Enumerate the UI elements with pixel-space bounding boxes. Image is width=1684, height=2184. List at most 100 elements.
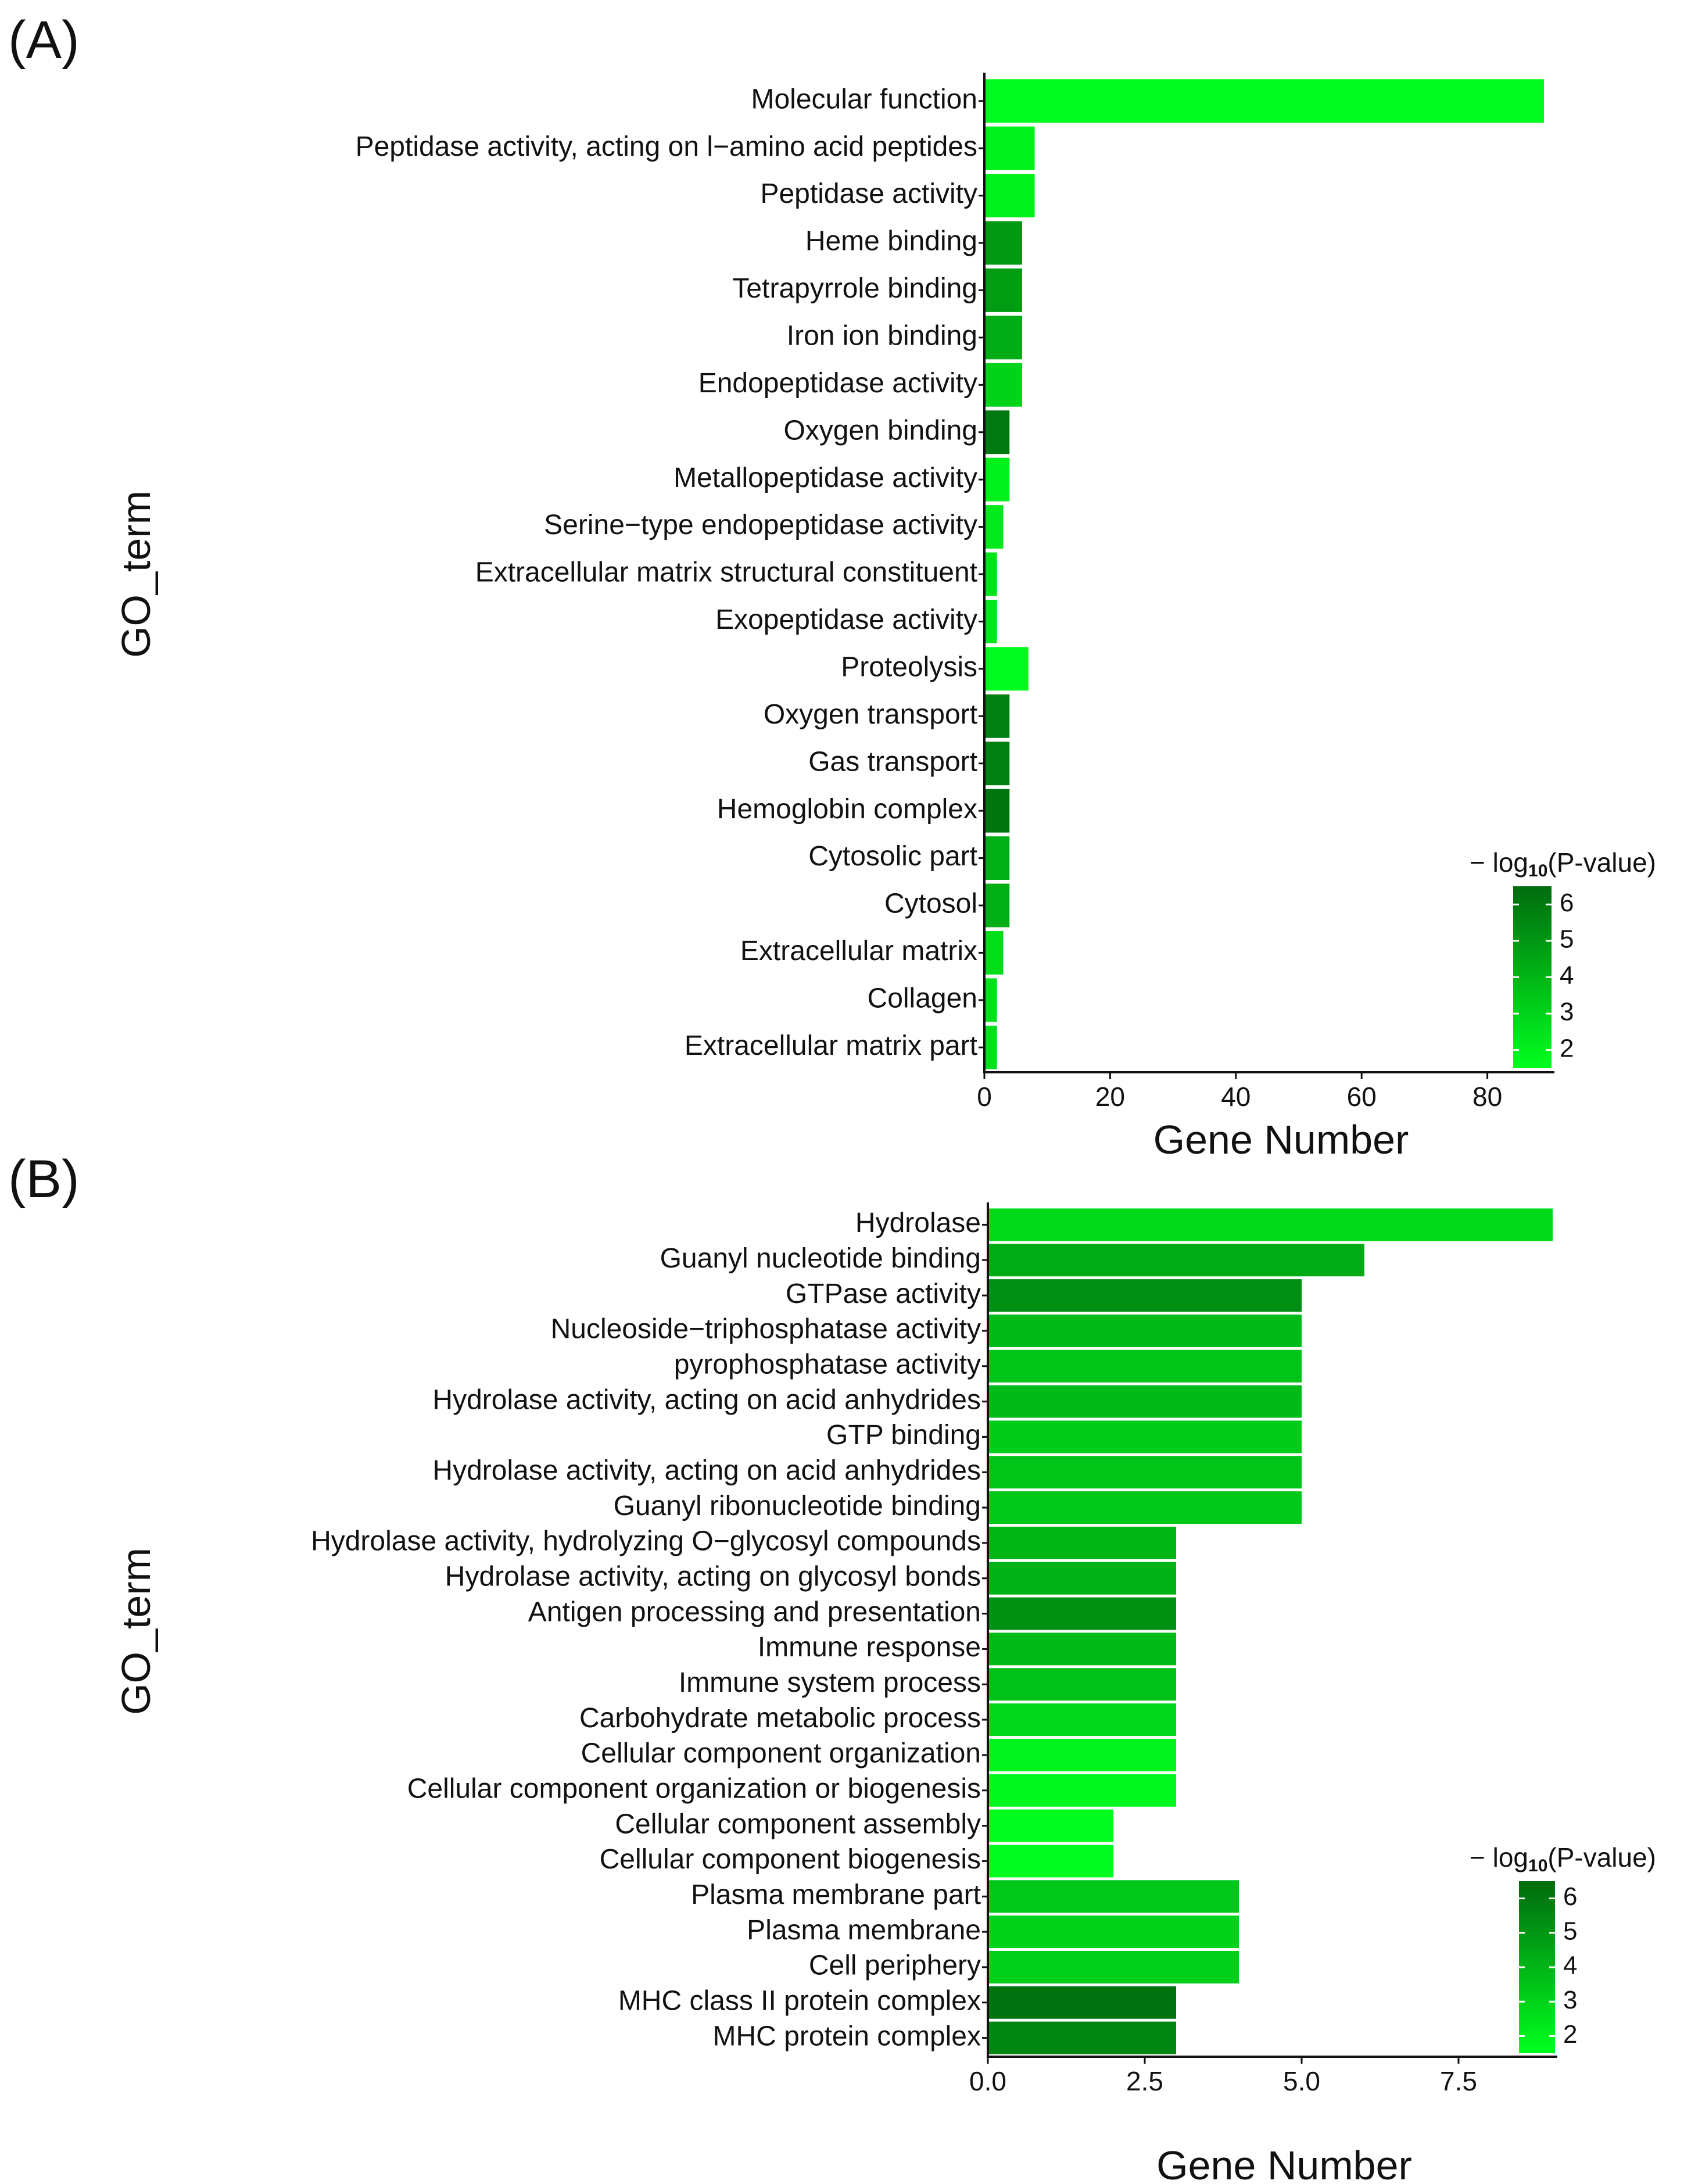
y-axis-label: GO_term	[113, 490, 159, 658]
category-label: MHC class II protein complex	[618, 1985, 981, 2016]
bar	[984, 363, 1022, 407]
bar	[988, 1456, 1302, 1489]
bar	[984, 316, 1022, 360]
bar	[988, 1632, 1176, 1666]
legend-tick-label: 4	[1560, 961, 1574, 990]
bar	[988, 1845, 1113, 1878]
category-label: Endopeptidase activity	[698, 368, 977, 399]
category-label: GTPase activity	[786, 1279, 981, 1309]
category-label: Immune system process	[679, 1667, 981, 1698]
legend-tick-label: 3	[1560, 998, 1574, 1026]
category-label: Extracellular matrix structural constitu…	[475, 557, 977, 588]
bar	[984, 1025, 997, 1069]
category-label: Antigen processing and presentation	[528, 1596, 981, 1627]
bar	[984, 599, 997, 643]
category-label: Immune response	[758, 1632, 981, 1663]
bar	[984, 126, 1035, 170]
category-label: Oxygen binding	[783, 415, 977, 446]
bar	[984, 268, 1022, 312]
y-axis-label: GO_term	[113, 1548, 159, 1715]
legend-title: − log10(P-value)	[1470, 1842, 1656, 1875]
category-label: Cytosolic part	[808, 841, 977, 872]
bar	[984, 410, 1010, 454]
bar	[988, 1916, 1239, 1949]
category-label: Heme binding	[805, 226, 977, 257]
legend-tick-label: 6	[1560, 889, 1574, 917]
category-label: Collagen	[868, 983, 977, 1014]
category-label: Molecular function	[751, 84, 977, 114]
x-axis-label: Gene Number	[1153, 1117, 1409, 1162]
category-label: Cytosol	[884, 889, 977, 919]
x-tick-label: 0.0	[969, 2066, 1006, 2096]
x-tick-label: 7.5	[1440, 2066, 1477, 2096]
bar	[988, 1279, 1302, 1312]
bar	[984, 930, 1004, 975]
category-label: Tetrapyrrole binding	[732, 273, 977, 304]
category-label: Plasma membrane part	[691, 1879, 981, 1910]
category-label: Cellular component organization or bioge…	[407, 1773, 981, 1804]
legend-title: − log10(P-value)	[1470, 847, 1656, 880]
category-label: Gas transport	[808, 746, 977, 777]
bar	[984, 505, 1004, 549]
bar	[984, 789, 1010, 833]
bar	[988, 1244, 1364, 1277]
bar	[988, 1809, 1113, 1842]
bar	[988, 1562, 1176, 1595]
category-label: Plasma membrane	[747, 1915, 981, 1946]
legend-tick-label: 4	[1563, 1952, 1577, 1980]
bar	[988, 1738, 1176, 1771]
category-label: Hydrolase activity, acting on acid anhyd…	[432, 1384, 981, 1415]
category-label: Hydrolase activity, acting on acid anhyd…	[432, 1455, 981, 1486]
legend-colorbar	[1519, 1881, 1555, 2053]
x-tick-label: 20	[1095, 1082, 1125, 1112]
category-label: Exopeptidase activity	[715, 604, 977, 635]
legend-tick-label: 5	[1563, 1917, 1577, 1945]
x-tick-label: 40	[1221, 1082, 1251, 1112]
bar	[988, 1703, 1176, 1737]
panel-label: (B)	[8, 1150, 80, 1209]
legend-tick-label: 6	[1563, 1882, 1577, 1911]
bar	[988, 1385, 1302, 1418]
bar	[988, 1986, 1176, 2019]
category-label: Carbohydrate metabolic process	[579, 1703, 981, 1734]
category-label: Oxygen transport	[764, 699, 977, 730]
bar	[984, 79, 1544, 123]
bar	[988, 2021, 1176, 2054]
legend-colorbar	[1513, 886, 1552, 1068]
category-label: Nucleoside−triphosphatase activity	[551, 1314, 981, 1345]
bar	[988, 1668, 1176, 1701]
x-tick-label: 2.5	[1126, 2066, 1163, 2096]
category-label: Guanyl ribonucleotide binding	[614, 1491, 981, 1521]
x-tick-label: 60	[1347, 1082, 1377, 1112]
category-label: Guanyl nucleotide binding	[660, 1243, 981, 1274]
x-tick-label: 0	[977, 1082, 992, 1112]
category-label: Cellular component assembly	[615, 1809, 981, 1839]
bar	[988, 1208, 1553, 1241]
bar	[988, 1526, 1176, 1559]
bar	[988, 1420, 1302, 1453]
category-label: Peptidase activity, acting on l−amino ac…	[356, 131, 977, 162]
bar	[988, 1349, 1302, 1383]
category-label: Proteolysis	[841, 652, 977, 683]
legend-tick-label: 3	[1563, 1986, 1577, 2014]
panel-a: (A) Molecular function Peptidase activity,…	[8, 10, 1656, 1162]
category-label: Extracellular matrix	[740, 936, 977, 966]
legend-tick-label: 5	[1560, 925, 1574, 954]
bar	[984, 978, 997, 1022]
category-label: Iron ion binding	[787, 321, 977, 352]
bar	[984, 883, 1010, 928]
category-label: GTP binding	[826, 1420, 981, 1451]
legend-tick-label: 2	[1563, 2020, 1577, 2049]
category-label: Cellular component organization	[581, 1738, 981, 1769]
bar	[988, 1597, 1176, 1630]
category-label: Serine−type endopeptidase activity	[544, 510, 977, 540]
x-tick-label: 5.0	[1283, 2066, 1320, 2096]
category-label: Hemoglobin complex	[717, 794, 977, 825]
category-label: Cell periphery	[809, 1950, 981, 1981]
category-label: Hydrolase	[855, 1208, 981, 1238]
bar	[988, 1950, 1239, 1983]
bar	[984, 457, 1010, 502]
bar	[988, 1491, 1302, 1524]
legend-tick-label: 2	[1560, 1034, 1574, 1062]
